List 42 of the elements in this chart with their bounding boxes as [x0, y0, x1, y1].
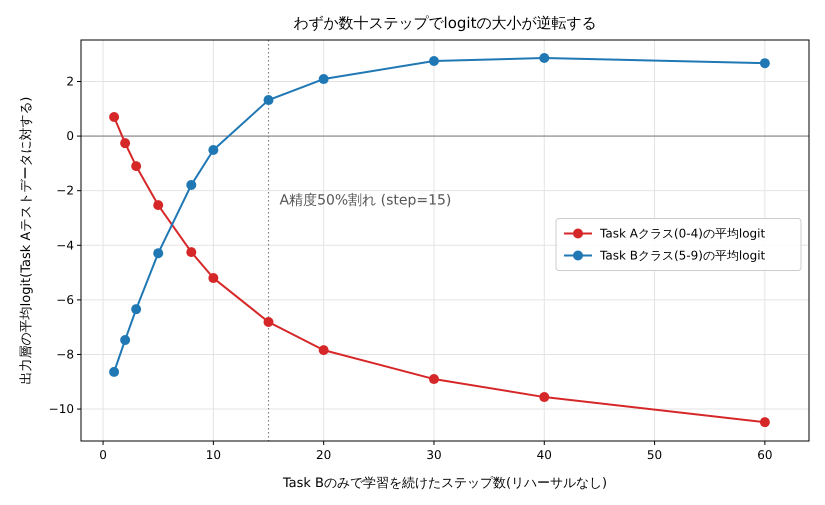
point: [208, 273, 218, 284]
point: [131, 161, 142, 172]
point: [131, 304, 142, 314]
x-tick-label: 20: [316, 448, 332, 462]
y-axis-title: 出力層の平均logit(Task Aテストデータに対する): [18, 96, 34, 384]
chart-title: わずか数十ステップでlogitの大小が逆転する: [294, 14, 596, 32]
point: [208, 145, 218, 156]
y-tick-label: 0: [66, 129, 74, 144]
legend-label: Task Aクラス(0-4)の平均logit: [599, 226, 766, 240]
y-tick-label: 2: [66, 74, 74, 88]
x-axis-title: Task Bのみで学習を続けたステップ数(リハーサルなし): [282, 476, 608, 491]
point: [109, 112, 120, 122]
point: [186, 247, 196, 258]
point: [120, 138, 130, 148]
point: [539, 53, 550, 64]
x-tick-label: 50: [646, 448, 662, 462]
point: [153, 248, 164, 258]
point: [120, 335, 130, 345]
x-tick-label: 60: [757, 448, 773, 462]
point: [153, 200, 164, 210]
x-tick-label: 0: [99, 448, 107, 462]
y-tick-label: −8: [56, 347, 74, 362]
point: [186, 180, 196, 190]
y-tick-label: −4: [56, 238, 74, 252]
point: [428, 56, 439, 66]
y-tick-label: −6: [56, 292, 74, 307]
legend-label: Task Bクラス(5-9)の平均logit: [599, 248, 766, 262]
x-tick-label: 30: [426, 448, 442, 462]
point: [109, 366, 120, 377]
y-tick-label: −2: [56, 184, 74, 198]
x-tick-label: 40: [536, 448, 552, 462]
x-tick-label: 10: [206, 448, 222, 462]
point: [428, 374, 439, 384]
point: [760, 58, 770, 68]
point: [264, 95, 274, 106]
ref-line-label: A精度50%割れ (step=15): [280, 192, 452, 208]
point: [760, 417, 770, 428]
point: [264, 316, 274, 327]
point: [318, 345, 329, 356]
point: [318, 74, 329, 84]
y-tick-label: −10: [48, 402, 74, 416]
point: [539, 392, 550, 402]
